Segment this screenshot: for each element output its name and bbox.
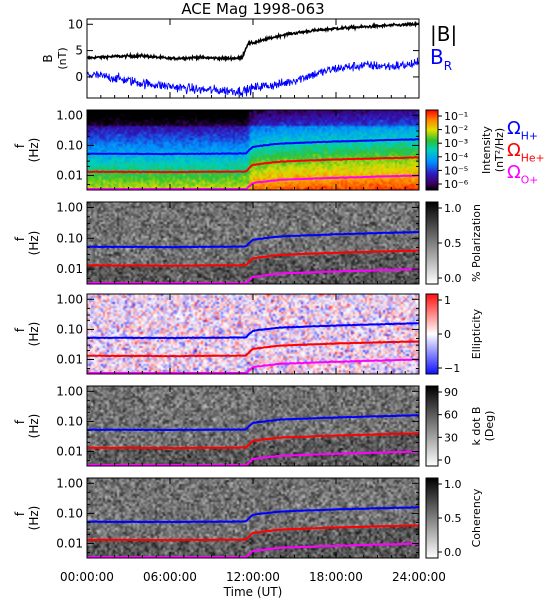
colorbar-tick-label: 0.0	[444, 546, 462, 559]
y-tick-label: 0.10	[56, 138, 83, 152]
y-axis-unit: (nT)	[56, 47, 69, 69]
legend-omega-Heplus: ΩHe+	[507, 140, 545, 164]
x-tick-label: 18:00:00	[309, 570, 363, 584]
figure-title: ACE Mag 1998-063	[181, 0, 324, 18]
colorbar-label: Coherency	[470, 488, 483, 547]
y-axis-unit: (Hz)	[27, 231, 41, 256]
legend-omega-Oplus: ΩO+	[507, 162, 538, 186]
y-tick-label: 1.00	[56, 200, 83, 214]
gyrofrequency-line-Heplus	[86, 524, 419, 542]
colorbar-unit: (nT²/Hz)	[493, 128, 506, 172]
y-tick-label: 5	[75, 44, 83, 58]
y-tick-label: 0.01	[56, 445, 83, 459]
colorbar-intensity	[425, 109, 439, 191]
colorbar-tick-label: 10⁻³	[444, 137, 468, 150]
colorbar-tick-label: 0.5	[444, 237, 462, 250]
y-axis-unit: (Hz)	[27, 414, 41, 439]
y-axis-label: f	[13, 511, 27, 516]
gyrofrequency-line-Hplus	[86, 230, 420, 249]
colorbar-tick-label: 10⁻¹	[444, 110, 468, 123]
spectrogram-ellipticity	[87, 294, 419, 374]
spectrogram-coherency	[87, 478, 419, 558]
panel-k-dot-b: 1.00 0.10 0.01 f (Hz) 90 60 30 0 k dot B (Deg)	[13, 384, 496, 467]
gyrofrequency-line-Heplus	[86, 156, 420, 174]
spectrogram-polarization	[87, 202, 419, 284]
colorbar-k-dot-b	[425, 385, 439, 467]
y-tick-label: 0.01	[56, 262, 83, 276]
y-axis-label: B	[41, 54, 55, 62]
spectrogram-k-dot-b	[87, 386, 419, 466]
panel-coherency: 1.00 0.10 0.01 f (Hz) 1.0 0.5 0.0 Coherency	[13, 476, 483, 559]
colorbar-tick-label: 0	[444, 454, 451, 467]
y-axis-label: f	[13, 236, 27, 241]
y-tick-label: 0.10	[56, 231, 83, 245]
colorbar-coherency	[425, 477, 439, 559]
y-tick-label: 1.00	[56, 384, 83, 398]
colorbar-tick-label: 0.5	[444, 512, 462, 525]
gyrofrequency-line-Hplus	[86, 506, 419, 524]
colorbar-tick-label: −1	[444, 362, 460, 375]
colorbar-tick-label: 0.0	[444, 272, 462, 285]
legend-B-magnitude: |B|	[430, 22, 457, 46]
colorbar-tick-label: 60	[444, 409, 458, 422]
colorbar-tick-label: 30	[444, 431, 458, 444]
colorbar-label: Ellipticity	[470, 308, 483, 359]
panel-intensity: 1.00 0.10 0.01 f (Hz) 10⁻¹10⁻²10⁻³10⁻⁴10⁻⁵10⁻…	[13, 108, 506, 191]
panel-ellipticity: 1.00 0.10 0.01 f (Hz) 1 0 −1 Ellipticity	[13, 292, 483, 375]
y-axis-label: f	[13, 327, 27, 332]
x-tick-label: 24:00:00	[392, 570, 446, 584]
y-tick-label: 1.00	[56, 476, 83, 490]
series-line-BR	[86, 57, 420, 97]
y-axis-unit: (Hz)	[27, 506, 41, 531]
gyrofrequency-line-Hplus	[86, 322, 420, 340]
colorbar-tick-label: 10⁻⁵	[444, 164, 468, 177]
gyrofrequency-line-Hplus	[86, 138, 420, 156]
x-tick-label: 00:00:00	[60, 570, 114, 584]
time-axis-label: Time (UT)	[223, 585, 283, 599]
colorbar-ellipticity	[425, 293, 439, 375]
colorbar-tick-label: 90	[444, 386, 458, 399]
colorbar-tick-label: 10⁻⁴	[444, 151, 469, 164]
legend-omega-Hplus: ΩH+	[507, 118, 538, 142]
panel-polarization: 1.00 0.10 0.01 f (Hz) 1.0 0.5 0.0 % Polarization	[13, 200, 483, 285]
y-axis-unit: (Hz)	[27, 138, 41, 163]
colorbar-tick-label: 0	[444, 328, 451, 341]
colorbar-tick-label: 10⁻⁶	[444, 178, 469, 191]
y-tick-label: 0.10	[56, 322, 83, 336]
y-tick-label: 0.01	[56, 537, 83, 551]
colorbar-polarization	[425, 201, 439, 285]
y-tick-label: 0.10	[56, 506, 83, 520]
colorbar-tick-label: 10⁻²	[444, 124, 468, 137]
colorbar-label: Intensity	[480, 126, 493, 174]
colorbar-tick-label: 1.0	[444, 202, 462, 215]
colorbar-tick-label: 1.0	[444, 478, 462, 491]
y-tick-label: 1.00	[56, 108, 83, 122]
x-tick-label: 12:00:00	[226, 570, 280, 584]
y-tick-label: 10	[68, 17, 83, 31]
colorbar-unit: (Deg)	[483, 411, 496, 442]
y-tick-label: 0	[75, 70, 83, 84]
y-axis-label: f	[13, 419, 27, 424]
legend-BR: BR	[430, 45, 452, 73]
y-axis-unit: (Hz)	[27, 322, 41, 347]
y-tick-label: 0.01	[56, 353, 83, 367]
overlays: ΩH+ΩHe+ΩO+ 00:00:00 06:00:00 12:00:00 18:00:…	[60, 19, 545, 584]
gyrofrequency-line-Heplus	[86, 340, 420, 358]
gyrofrequency-line-Heplus	[86, 249, 420, 268]
series-line-B-magnitude	[86, 20, 420, 63]
y-tick-label: 0.01	[56, 169, 83, 183]
colorbar-label: k dot B	[470, 407, 483, 446]
y-tick-label: 0.10	[56, 414, 83, 428]
panel-field: 10 5 0 B (nT) |B|BR	[41, 17, 457, 99]
colorbar-label: % Polarization	[470, 204, 483, 282]
y-tick-label: 1.00	[56, 292, 83, 306]
colorbar-tick-label: 1	[444, 294, 451, 307]
gyrofrequency-line-Heplus	[86, 432, 420, 450]
y-axis-label: f	[13, 143, 27, 148]
gyrofrequency-line-Hplus	[86, 414, 420, 432]
x-tick-label: 06:00:00	[143, 570, 197, 584]
